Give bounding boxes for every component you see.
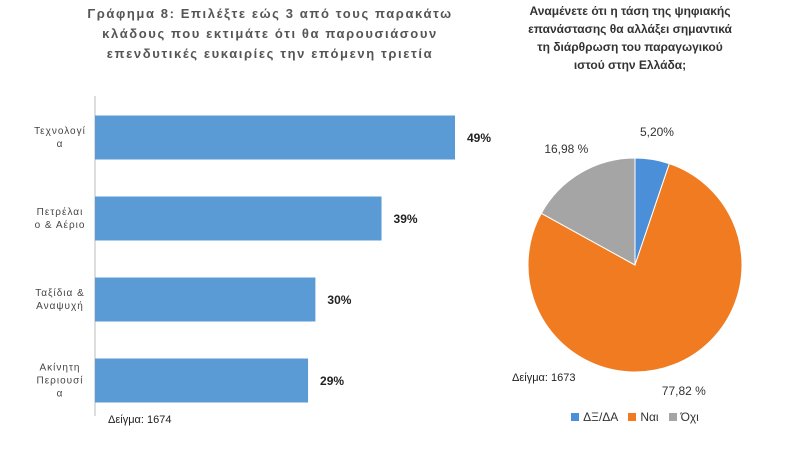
slice-label: 5,20%	[639, 124, 674, 139]
legend-label: Ναι	[640, 410, 659, 424]
bar	[95, 196, 382, 241]
slice-label: 16,98 %	[544, 141, 589, 156]
category-label: Ταξίδια & Αναψυχή	[35, 287, 85, 312]
value-label: 29%	[320, 373, 345, 388]
legend-swatch	[571, 413, 580, 421]
bar	[95, 115, 455, 160]
slice-label: 77,82 %	[661, 383, 706, 398]
category-label: Ακίνητη Περιουσία	[36, 362, 84, 399]
bar-chart-title: Γράφημα 8: Επιλέξτε εώς 3 από τους παρακ…	[87, 6, 453, 61]
legend-label: Όχι	[680, 410, 699, 424]
pie-sample-note: Δείγμα: 1673	[512, 372, 576, 384]
legend-item: Όχι	[668, 410, 699, 424]
pie-slice	[540, 157, 636, 266]
legend-label: ΔΞ/ΔΑ	[583, 410, 619, 424]
pie-slice	[527, 163, 743, 373]
value-label: 49%	[467, 130, 492, 145]
category-label: Τεχνολογία	[34, 125, 86, 150]
legend-swatch	[668, 413, 677, 421]
value-label: 30%	[327, 292, 352, 307]
bar	[95, 277, 316, 322]
bar-sample-note: Δείγμα: 1674	[108, 414, 172, 426]
legend-swatch	[628, 413, 637, 421]
legend-item: ΔΞ/ΔΑ	[571, 410, 618, 424]
value-label: 39%	[393, 211, 418, 226]
legend: ΔΞ/ΔΑ Ναι Όχι	[0, 410, 800, 424]
legend-item: Ναι	[628, 410, 659, 424]
pie-chart-title: Αναμένετε ότι η τάση της ψηφιακής επανάσ…	[528, 4, 732, 72]
bar	[95, 358, 309, 403]
category-label: Πετρέλαιο & Αέριο	[34, 206, 86, 231]
